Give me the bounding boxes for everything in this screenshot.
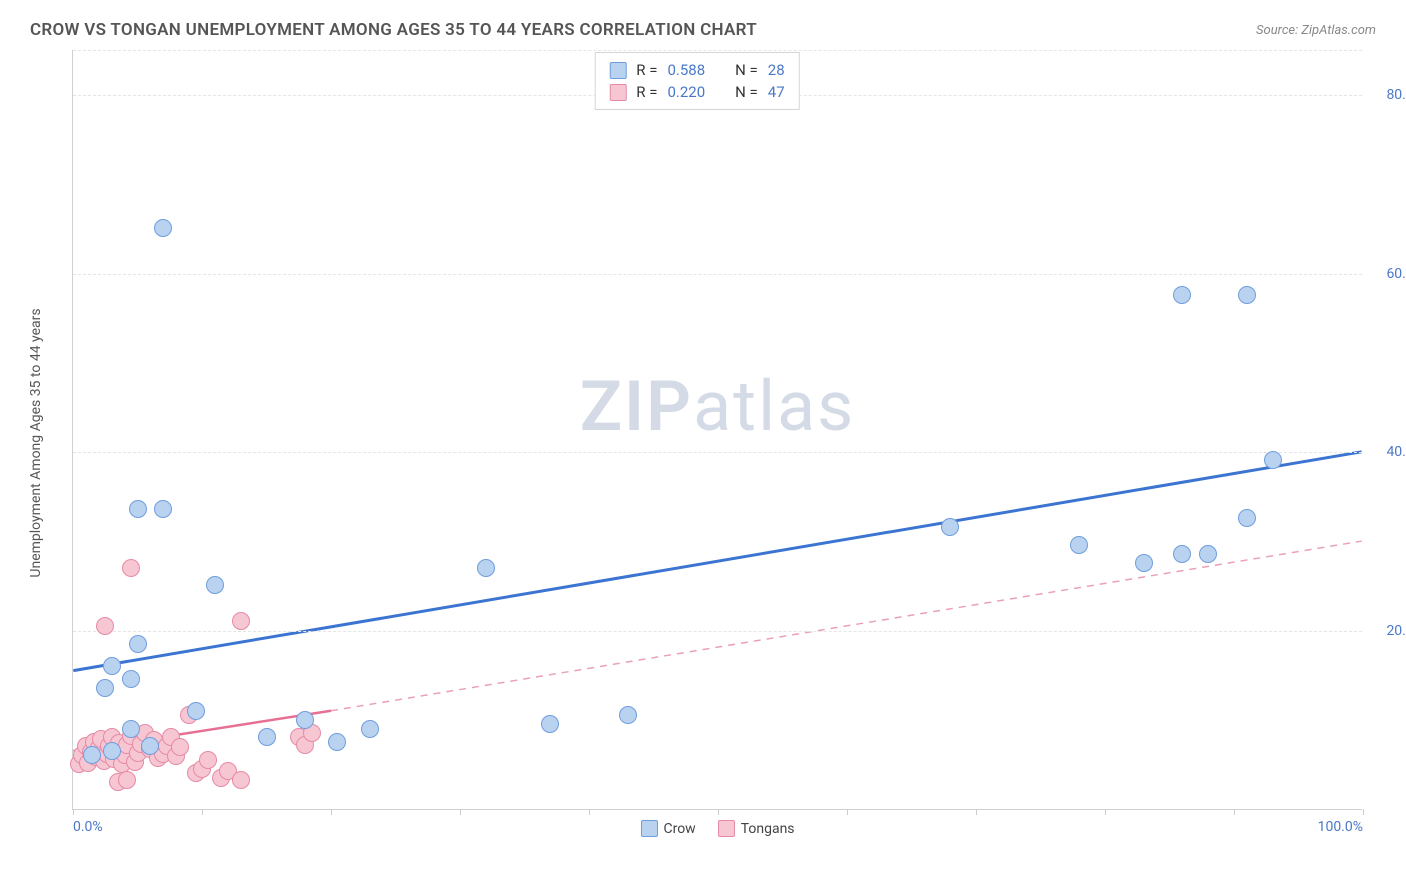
x-tick — [1234, 809, 1235, 815]
marker-crow — [941, 518, 959, 536]
x-tick — [976, 809, 977, 815]
gridline-h — [73, 274, 1362, 275]
chart-title: CROW VS TONGAN UNEMPLOYMENT AMONG AGES 3… — [30, 20, 757, 40]
x-tick — [1105, 809, 1106, 815]
legend-label-tongans: Tongans — [741, 821, 795, 837]
x-tick — [589, 809, 590, 815]
plot-frame: Unemployment Among Ages 35 to 44 years Z… — [60, 50, 1370, 835]
n-label: N = — [735, 83, 758, 101]
x-tick — [460, 809, 461, 815]
gridline-h — [73, 452, 1362, 453]
watermark-zip: ZIP — [580, 366, 693, 448]
watermark: ZIPatlas — [580, 366, 856, 448]
crow-r-value: 0.588 — [667, 61, 705, 79]
marker-crow — [477, 559, 495, 577]
y-axis-label: Unemployment Among Ages 35 to 44 years — [28, 308, 44, 577]
legend-swatch-crow — [640, 820, 657, 837]
watermark-atlas: atlas — [693, 366, 855, 448]
marker-crow — [129, 635, 147, 653]
x-tick — [73, 809, 74, 815]
legend-swatch-tongans — [718, 820, 735, 837]
swatch-tongans — [609, 84, 626, 101]
marker-tongans — [232, 771, 250, 789]
x-tick — [718, 809, 719, 815]
stats-legend: R = 0.588 N = 28 R = 0.220 N = 47 — [594, 52, 799, 110]
bottom-legend: Crow Tongans — [640, 820, 794, 837]
chart-container: CROW VS TONGAN UNEMPLOYMENT AMONG AGES 3… — [0, 0, 1406, 892]
r-label: R = — [636, 61, 657, 79]
marker-crow — [206, 576, 224, 594]
x-tick-label-right: 100.0% — [1318, 819, 1363, 835]
marker-tongans — [118, 771, 136, 789]
marker-tongans — [171, 738, 189, 756]
legend-item-crow: Crow — [640, 820, 695, 837]
marker-crow — [122, 720, 140, 738]
marker-crow — [1070, 536, 1088, 554]
x-tick — [331, 809, 332, 815]
legend-label-crow: Crow — [663, 821, 695, 837]
swatch-crow — [609, 62, 626, 79]
n-label: N = — [735, 61, 758, 79]
marker-crow — [296, 711, 314, 729]
marker-crow — [154, 500, 172, 518]
crow-n-value: 28 — [768, 61, 785, 79]
marker-crow — [361, 720, 379, 738]
marker-tongans — [96, 617, 114, 635]
x-tick — [847, 809, 848, 815]
marker-crow — [1173, 286, 1191, 304]
marker-crow — [83, 746, 101, 764]
y-tick-label: 60.0% — [1369, 266, 1406, 282]
marker-crow — [187, 702, 205, 720]
x-tick — [202, 809, 203, 815]
trend-line — [73, 452, 1361, 671]
marker-crow — [154, 219, 172, 237]
gridline-h — [73, 631, 1362, 632]
marker-tongans — [122, 559, 140, 577]
gridline-h — [73, 50, 1362, 51]
plot-area: ZIPatlas R = 0.588 N = 28 R = 0.220 N = — [72, 50, 1362, 810]
r-label: R = — [636, 83, 657, 101]
x-tick — [1363, 809, 1364, 815]
marker-crow — [1238, 286, 1256, 304]
marker-crow — [1173, 545, 1191, 563]
legend-item-tongans: Tongans — [718, 820, 795, 837]
marker-crow — [122, 670, 140, 688]
marker-crow — [103, 742, 121, 760]
tongans-r-value: 0.220 — [667, 83, 705, 101]
marker-crow — [1238, 509, 1256, 527]
source-attribution: Source: ZipAtlas.com — [1256, 23, 1376, 38]
marker-crow — [1199, 545, 1217, 563]
stats-row-crow: R = 0.588 N = 28 — [609, 59, 784, 81]
marker-crow — [1264, 451, 1282, 469]
y-tick-label: 40.0% — [1369, 444, 1406, 460]
y-tick-label: 20.0% — [1369, 623, 1406, 639]
x-tick-label-left: 0.0% — [73, 819, 103, 835]
marker-crow — [141, 737, 159, 755]
tongans-n-value: 47 — [768, 83, 785, 101]
marker-crow — [258, 728, 276, 746]
marker-tongans — [232, 612, 250, 630]
marker-crow — [129, 500, 147, 518]
marker-crow — [103, 657, 121, 675]
marker-crow — [96, 679, 114, 697]
marker-tongans — [199, 751, 217, 769]
trend-lines-layer — [73, 50, 1362, 809]
header-row: CROW VS TONGAN UNEMPLOYMENT AMONG AGES 3… — [30, 20, 1376, 40]
y-tick-label: 80.0% — [1369, 87, 1406, 103]
stats-row-tongans: R = 0.220 N = 47 — [609, 81, 784, 103]
marker-crow — [619, 706, 637, 724]
marker-crow — [328, 733, 346, 751]
marker-crow — [541, 715, 559, 733]
marker-crow — [1135, 554, 1153, 572]
